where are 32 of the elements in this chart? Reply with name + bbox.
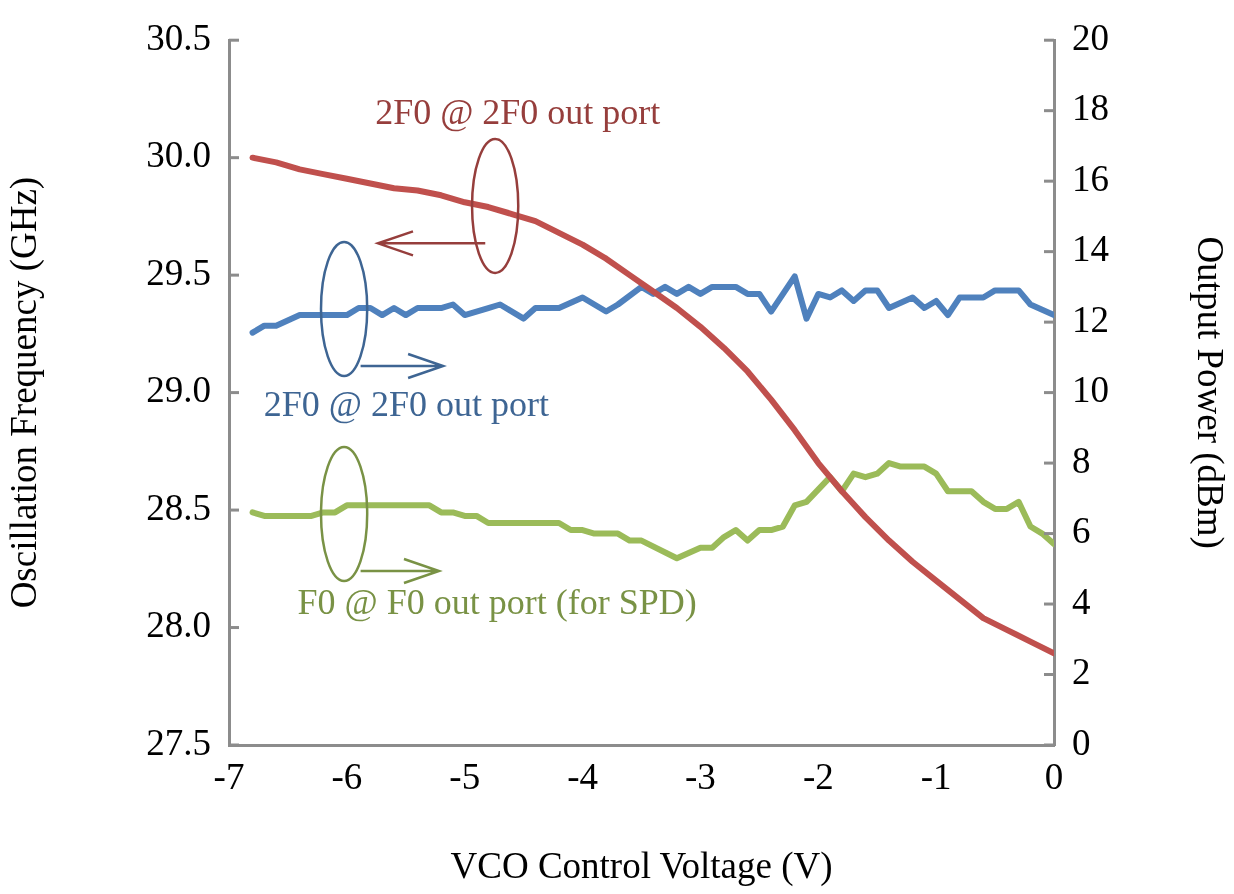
y2-tick-label: 10 — [1072, 369, 1109, 411]
x-tick-label: -3 — [685, 755, 716, 797]
x-tick-label: -6 — [331, 755, 363, 797]
x-tick-label: -1 — [920, 755, 952, 797]
y-tick-label: 29.5 — [146, 251, 211, 293]
y2-tick-label: 16 — [1072, 157, 1109, 199]
y2-tick-label: 8 — [1072, 439, 1091, 481]
y2-tick-label: 14 — [1072, 228, 1109, 270]
series-label: 2F0 @ 2F0 out port — [263, 384, 549, 425]
x-tick-label: 0 — [1044, 755, 1064, 797]
y2-tick-label: 0 — [1072, 721, 1091, 763]
x-tick-label: -5 — [449, 755, 481, 797]
y2-tick-label: 20 — [1072, 16, 1109, 58]
y2-tick-label: 4 — [1072, 580, 1091, 622]
y2-tick-label: 2 — [1072, 651, 1091, 693]
y2-tick-label: 6 — [1072, 510, 1091, 552]
x-tick-label: -2 — [802, 755, 834, 797]
y-tick-label: 30.0 — [146, 134, 211, 176]
y-tick-label: 27.5 — [146, 721, 211, 763]
x-tick-label: -7 — [213, 755, 245, 797]
series-label: 2F0 @ 2F0 out port — [375, 91, 661, 132]
y2-axis-title: Output Power (dBm) — [1189, 236, 1232, 549]
y-tick-label: 29.0 — [146, 369, 211, 411]
y-axis-title: Oscillation Frequency (GHz) — [2, 176, 45, 609]
y-tick-label: 28.5 — [146, 486, 211, 528]
y-tick-label: 30.5 — [146, 16, 211, 58]
series-label: F0 @ F0 out port (for SPD) — [297, 582, 697, 623]
x-tick-label: -4 — [567, 755, 598, 797]
x-axis-title: VCO Control Voltage (V) — [450, 844, 833, 887]
y-tick-label: 28.0 — [146, 604, 211, 646]
y2-tick-label: 18 — [1072, 87, 1109, 129]
y2-tick-label: 12 — [1072, 298, 1109, 340]
